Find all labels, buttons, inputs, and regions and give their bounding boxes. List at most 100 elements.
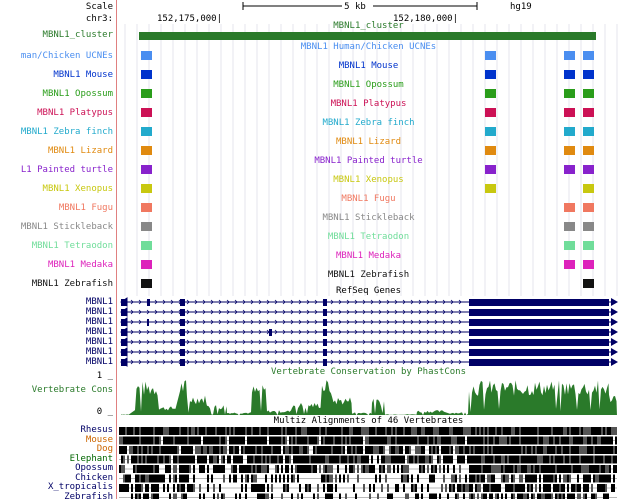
multiz-block — [557, 455, 559, 464]
multiz-block — [533, 427, 535, 435]
multiz-block — [183, 436, 185, 445]
multiz-block — [469, 455, 471, 464]
multiz-block — [527, 436, 529, 445]
refseq-arrow — [202, 359, 206, 365]
multiz-block — [579, 455, 581, 464]
ucne-track-label[interactable]: MBNL1 Mouse — [53, 70, 113, 80]
refseq-arrow — [146, 359, 150, 365]
multiz-block — [377, 455, 379, 464]
multiz-block — [381, 427, 383, 435]
multiz-block — [313, 465, 315, 473]
refseq-gene-label[interactable]: MBNL1 — [85, 317, 113, 327]
multiz-species-label[interactable]: X_tropicalis — [47, 482, 113, 492]
multiz-block — [187, 436, 189, 445]
multiz-block — [137, 436, 139, 445]
multiz-species-label[interactable]: Chicken — [75, 472, 113, 483]
multiz-block — [401, 465, 403, 473]
refseq-arrow — [266, 359, 270, 365]
refseq-arrow — [170, 319, 174, 325]
refseq-arrow — [154, 329, 158, 335]
ucne-block — [583, 222, 594, 231]
ucne-track-label[interactable]: MBNL1 Zebra finch — [20, 127, 113, 137]
multiz-block — [379, 465, 381, 473]
refseq-end-arrow — [611, 328, 618, 336]
multiz-block — [131, 484, 133, 492]
refseq-gene-label[interactable]: MBNL1 — [85, 347, 113, 357]
multiz-block — [605, 465, 607, 473]
multiz-block — [463, 436, 465, 445]
ucne-track-label[interactable]: MBNL1 Opossum — [42, 89, 113, 99]
ucne-track-label[interactable]: MBNL1 Lizard — [47, 146, 113, 156]
multiz-block — [145, 484, 147, 492]
ucne-track-label[interactable]: MBNL1 Medaka — [47, 260, 113, 270]
multiz-block — [547, 455, 549, 464]
multiz-block — [269, 446, 271, 454]
multiz-block — [421, 493, 423, 502]
multiz-species-label[interactable]: Dog — [96, 444, 113, 454]
ucne-track-label[interactable]: MBNL1 Platypus — [37, 108, 113, 118]
multiz-block — [575, 436, 577, 445]
multiz-block — [537, 455, 539, 464]
multiz-block — [269, 436, 271, 445]
multiz-block — [497, 484, 499, 492]
multiz-block — [521, 484, 523, 492]
refseq-gene-label[interactable]: MBNL1 — [85, 297, 113, 307]
multiz-block — [211, 427, 213, 435]
ucne-track-label[interactable]: man/Chicken UCNEs — [20, 51, 113, 61]
multiz-block — [277, 455, 279, 464]
multiz-block — [475, 427, 477, 435]
multiz-block — [533, 446, 535, 454]
ucne-track-label[interactable]: MBNL1 Stickleback — [20, 222, 113, 232]
multiz-block — [505, 427, 507, 435]
refseq-gene-label[interactable]: MBNL1 — [85, 337, 113, 347]
ucne-block — [583, 279, 594, 288]
refseq-gene-label[interactable]: MBNL1 — [85, 357, 113, 367]
cons-track-label[interactable]: Vertebrate Cons — [31, 385, 113, 395]
multiz-species-label[interactable]: Opossum — [75, 463, 113, 473]
multiz-block — [387, 465, 389, 473]
multiz-block — [513, 474, 515, 483]
multiz-block — [303, 427, 305, 435]
ucne-block — [485, 108, 496, 117]
multiz-block — [471, 474, 473, 483]
multiz-block — [297, 436, 299, 445]
multiz-species-label[interactable]: Zebrafish — [64, 491, 113, 502]
multiz-block — [373, 484, 375, 492]
multiz-species-label[interactable]: Rhesus — [80, 425, 113, 435]
multiz-block — [341, 455, 343, 464]
cluster-track-label[interactable]: MBNL1_cluster — [42, 30, 113, 40]
multiz-block — [495, 427, 497, 435]
cluster-bar[interactable] — [139, 32, 596, 40]
refseq-arrow — [410, 339, 414, 345]
multiz-block — [275, 474, 277, 483]
multiz-block — [509, 455, 511, 464]
refseq-arrow — [402, 329, 406, 335]
multiz-species-label[interactable]: Mouse — [85, 434, 113, 445]
ucne-track-label[interactable]: MBNL1 Tetraodon — [31, 241, 113, 251]
multiz-block — [219, 465, 221, 473]
multiz-block — [459, 465, 461, 473]
multiz-block — [287, 484, 289, 492]
multiz-block — [539, 484, 541, 492]
multiz-block — [491, 465, 493, 473]
refseq-arrow — [250, 359, 254, 365]
multiz-block — [429, 493, 431, 502]
refseq-gene-label[interactable]: MBNL1 — [85, 327, 113, 337]
multiz-block — [309, 455, 311, 464]
ucne-track-label[interactable]: L1 Painted turtle — [20, 165, 113, 175]
multiz-block — [529, 446, 531, 454]
refseq-gene-label[interactable]: MBNL1 — [85, 307, 113, 317]
ucne-track-label[interactable]: MBNL1 Fugu — [58, 203, 113, 213]
multiz-block — [267, 446, 269, 454]
multiz-species-label[interactable]: Elephant — [69, 453, 113, 464]
multiz-block — [307, 436, 309, 445]
multiz-block — [297, 465, 299, 473]
multiz-block — [493, 436, 495, 445]
track-area[interactable]: 5 kb hg19 152,175,000| 152,180,000| MBNL… — [117, 0, 620, 502]
multiz-block — [173, 484, 175, 492]
multiz-block — [397, 465, 399, 473]
multiz-block — [543, 446, 545, 454]
ucne-track-label[interactable]: MBNL1 Xenopus — [42, 184, 113, 194]
multiz-block — [597, 455, 599, 464]
ucne-track-label[interactable]: MBNL1 Zebrafish — [31, 279, 113, 289]
